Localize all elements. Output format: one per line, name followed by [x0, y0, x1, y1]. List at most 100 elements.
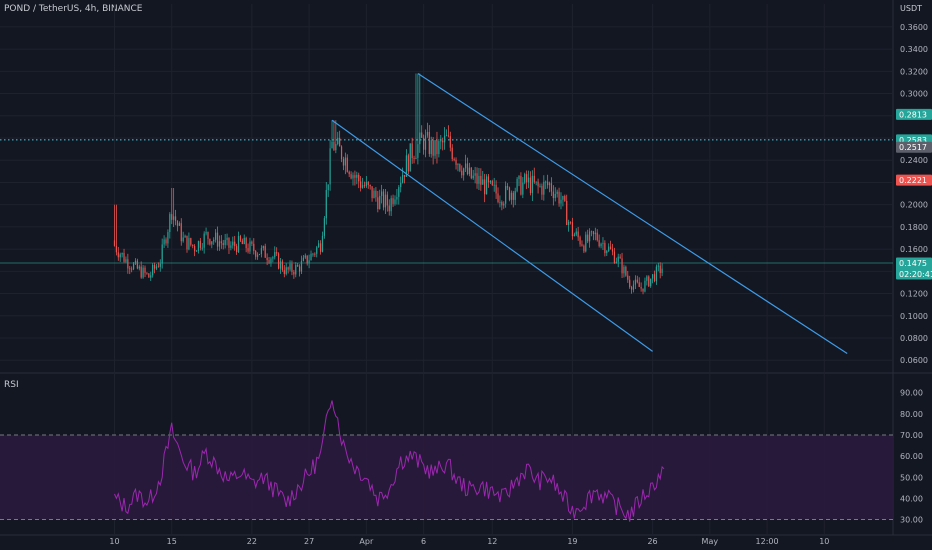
candle-body	[527, 177, 530, 183]
candle-body	[167, 232, 169, 244]
candle-body	[218, 241, 221, 247]
candle-body	[417, 144, 419, 158]
candle-body	[583, 245, 585, 252]
candle-body	[520, 175, 522, 195]
candle-body	[304, 255, 306, 258]
candle-body	[138, 266, 140, 269]
candle-body	[251, 241, 253, 244]
price-tick-label: 0.1600	[900, 245, 928, 254]
candle-body	[342, 159, 345, 166]
candle-body	[531, 175, 533, 194]
candle-body	[327, 184, 329, 190]
candle-body	[449, 136, 451, 148]
candle-body	[535, 181, 537, 183]
candle-body	[623, 266, 625, 274]
candle-body	[119, 254, 121, 258]
candle-body	[653, 274, 656, 282]
candle-body	[608, 246, 610, 251]
price-tag	[896, 108, 932, 120]
candle-body	[451, 147, 453, 159]
time-tick-label: 26	[647, 537, 657, 546]
candle-body	[237, 236, 240, 253]
candle-body	[505, 186, 507, 204]
candle-body	[132, 263, 135, 270]
candle-body	[127, 259, 129, 269]
rsi-tick-label: 90.00	[900, 389, 923, 398]
price-tick-label: 0.2000	[900, 201, 928, 210]
price-tag-label: 0.2221	[899, 176, 927, 185]
candle-body	[249, 241, 251, 252]
candle-body	[411, 143, 413, 159]
candle-body	[182, 237, 184, 242]
candle-body	[195, 250, 198, 252]
candle-body	[365, 181, 367, 187]
rsi-tick-label: 50.00	[900, 473, 923, 482]
candle-body	[285, 267, 287, 274]
candle-body	[405, 155, 408, 177]
price-tick-label: 0.1800	[900, 223, 928, 232]
time-tick-label: 22	[247, 537, 257, 546]
time-tick-label: 19	[567, 537, 577, 546]
candle-body	[199, 241, 201, 248]
candle-body	[529, 177, 532, 194]
candle-body	[426, 132, 429, 136]
candle-body	[123, 252, 125, 262]
candle-body	[443, 135, 446, 143]
price-tag	[896, 141, 932, 153]
candle-body	[178, 223, 180, 226]
candle-body	[484, 179, 486, 195]
candle-body	[526, 174, 528, 183]
candle-body	[268, 260, 270, 263]
candle-body	[423, 137, 425, 150]
candle-body	[562, 196, 564, 200]
candle-body	[569, 221, 572, 223]
candle-body	[558, 191, 560, 204]
candle-body	[337, 137, 339, 144]
price-tick-label: 0.1000	[900, 312, 928, 321]
candle-body	[201, 247, 203, 249]
rsi-line	[114, 400, 665, 522]
candle-body	[314, 253, 316, 255]
candle-body	[606, 250, 608, 254]
candle-body	[495, 184, 497, 194]
candle-body	[644, 280, 646, 292]
candle-body	[192, 244, 194, 246]
candle-body	[295, 265, 297, 275]
candle-body	[632, 284, 635, 290]
candle-body	[636, 279, 638, 283]
candle-body	[392, 198, 394, 204]
candle-body	[573, 234, 575, 237]
price-tag	[896, 257, 932, 280]
candle-body	[148, 273, 150, 278]
candle-body	[516, 179, 518, 192]
candle-body	[489, 180, 491, 183]
candle-body	[203, 233, 205, 248]
candle-body	[585, 234, 587, 252]
candle-body	[361, 185, 364, 188]
channel-lower-line	[331, 119, 653, 352]
candle-body	[241, 240, 243, 245]
candle-body	[291, 263, 293, 272]
candle-body	[413, 158, 415, 159]
candle-body	[459, 164, 461, 171]
candle-body	[497, 193, 499, 203]
candle-body	[485, 176, 488, 195]
candle-body	[619, 256, 621, 259]
candle-body	[491, 180, 493, 185]
candle-body	[321, 235, 324, 252]
candle-body	[550, 183, 553, 192]
candle-body	[575, 231, 577, 235]
candle-body	[159, 263, 161, 267]
candle-body	[258, 254, 261, 255]
candle-body	[415, 157, 417, 159]
candle-body	[163, 239, 165, 245]
time-tick-label: 15	[167, 537, 177, 546]
candle-body	[274, 252, 276, 258]
candle-body	[522, 182, 524, 195]
candle-body	[121, 252, 123, 255]
candle-body	[430, 140, 432, 154]
candle-body	[287, 267, 289, 270]
candle-body	[115, 245, 117, 253]
candle-body	[384, 194, 387, 208]
